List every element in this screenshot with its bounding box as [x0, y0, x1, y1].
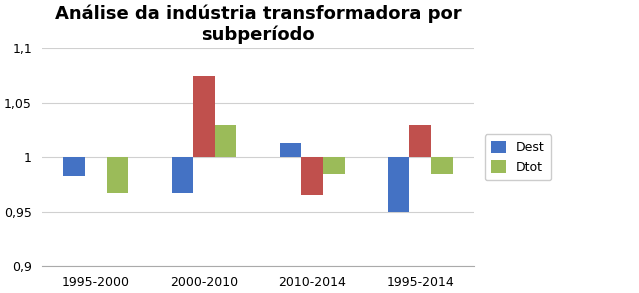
Bar [193, 76, 215, 157]
Legend: Dest, Dtot: Dest, Dtot [485, 134, 551, 180]
Bar [302, 157, 323, 195]
Bar [107, 157, 128, 193]
Bar [410, 125, 431, 157]
Title: Análise da indústria transformadora por
subperíodo: Análise da indústria transformadora por … [55, 4, 461, 44]
Bar [388, 157, 410, 212]
Bar [280, 143, 302, 157]
Bar [63, 157, 85, 176]
Bar [215, 125, 236, 157]
Bar [323, 157, 344, 173]
Bar [171, 157, 193, 193]
Bar [431, 157, 452, 173]
